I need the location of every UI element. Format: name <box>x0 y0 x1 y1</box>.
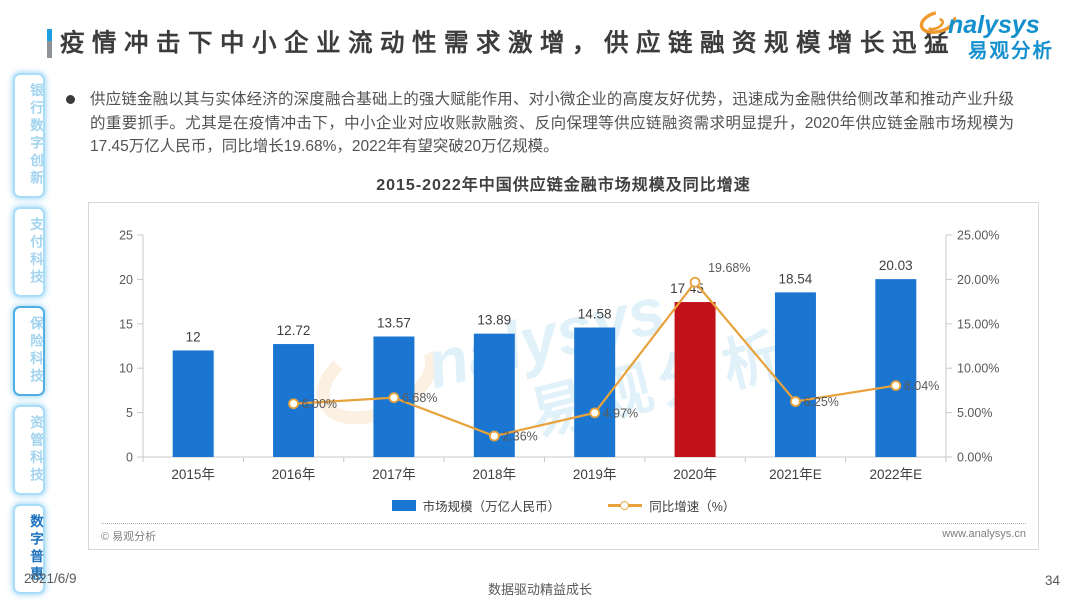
line-marker-2019年 <box>589 407 601 419</box>
bar-2015年 <box>172 350 214 457</box>
line-point-label: 2.36% <box>502 430 537 444</box>
line-marker-2021年E <box>790 396 801 407</box>
bar-value-label: 13.57 <box>377 315 411 330</box>
line-marker-2022年E <box>890 380 902 392</box>
x-axis-label: 2018年 <box>473 467 517 482</box>
left-axis-tick-label: 0 <box>126 451 133 465</box>
line-point-label: 19.68% <box>708 261 750 275</box>
line-point-label: 4.97% <box>603 406 638 420</box>
chart-container: nalysys 易观分析 25 20 15 10 5 0 25.00% 20.00% 15.00% 1… <box>88 202 1039 550</box>
line-point-label: 8.04% <box>904 379 939 393</box>
bar-value-label: 13.89 <box>477 313 511 328</box>
line-series-swatch <box>608 500 643 510</box>
right-axis-tick-label: 10.00% <box>957 362 999 376</box>
bar-value-label: 12.72 <box>277 323 311 338</box>
x-axis-label: 2017年 <box>372 467 416 482</box>
line-marker-2016年 <box>288 398 299 410</box>
right-axis-tick-label: 15.00% <box>957 317 999 331</box>
right-axis-tick-label: 0.00% <box>957 451 992 465</box>
chart-footer-row: © 易观分析 www.analysys.cn <box>101 523 1026 544</box>
right-axis-tick-label: 5.00% <box>957 406 992 420</box>
combo-chart: nalysys易观分析252015105025.00%20.00%15.00%1… <box>119 229 999 483</box>
left-axis-tick-label: 10 <box>119 362 133 376</box>
line-point-label: 6.68% <box>402 391 437 405</box>
bar-2022年E <box>875 279 917 457</box>
bar-2020年 <box>674 302 716 457</box>
x-axis-label: 2020年 <box>673 467 717 482</box>
key-finding-text: 供应链金融以其与实体经济的深度融合基础上的强大赋能作用、对小微企业的高度友好优势… <box>90 91 1014 155</box>
left-axis-tick-label: 25 <box>119 229 133 243</box>
logo-brand-en: nalysys <box>948 11 1040 39</box>
left-axis-tick-label: 15 <box>119 317 133 331</box>
line-marker-2018年 <box>488 430 500 442</box>
title-accent-bar <box>47 29 52 58</box>
analysys-logo-graphic: nalysys 易观分析 <box>919 10 1054 62</box>
sidebar-nav: 银行数字创新支付科技保险科技资管科技数字普惠 <box>6 73 52 603</box>
right-axis-tick-label: 20.00% <box>957 273 999 287</box>
left-axis-tick-label: 20 <box>119 273 133 287</box>
x-axis-label: 2019年 <box>573 467 617 482</box>
copyright-note: © 易观分析 <box>101 531 157 543</box>
legend-label-growth-rate: 同比增速（%） <box>649 500 736 514</box>
page-title: 疫情冲击下中小企业流动性需求激增，供应链融资规模增长迅猛 <box>60 30 956 57</box>
bar-value-label: 12 <box>186 329 201 344</box>
legend-item-growth-rate: 同比增速（%） <box>608 496 735 515</box>
line-point-label: 6.00% <box>302 397 337 411</box>
footer-page-number: 34 <box>1044 573 1060 588</box>
key-finding-block: 供应链金融以其与实体经济的深度融合基础上的强大赋能作用、对小微企业的高度友好优势… <box>66 88 1014 159</box>
line-marker-2020年 <box>689 276 701 288</box>
bar-value-label: 14.58 <box>578 307 612 322</box>
x-axis-label: 2021年E <box>769 467 822 482</box>
left-axis-tick-label: 5 <box>126 406 133 420</box>
legend-item-market-size: 市场规模（万亿人民币） <box>391 496 561 515</box>
legend-label-market-size: 市场规模（万亿人民币） <box>422 500 561 514</box>
x-axis-label: 2015年 <box>171 467 215 482</box>
chart-title: 2015-2022年中国供应链金融市场规模及同比增速 <box>376 177 751 194</box>
sidebar-tab-3[interactable]: 保险科技 <box>13 306 45 396</box>
sidebar-tab-5[interactable]: 数字普惠 <box>13 504 45 594</box>
x-axis-label: 2016年 <box>272 467 316 482</box>
marker-ring-icon <box>620 500 630 510</box>
website-link[interactable]: www.analysys.cn <box>942 528 1026 540</box>
bar-2019年 <box>574 327 616 457</box>
sidebar-tab-2[interactable]: 支付科技 <box>13 207 45 297</box>
footer-date: 2021/6/9 <box>24 571 77 586</box>
analysys-logo: nalysys 易观分析 <box>914 8 1070 66</box>
line-marker-2017年 <box>388 392 400 404</box>
sidebar-tab-1[interactable]: 银行数字创新 <box>13 73 45 198</box>
bar-value-label: 18.54 <box>779 271 813 286</box>
x-axis-label: 2022年E <box>870 467 923 482</box>
bar-value-label: 20.03 <box>879 258 913 273</box>
sidebar-tab-4[interactable]: 资管科技 <box>13 405 45 495</box>
chart-legend: 市场规模（万亿人民币） 同比增速（%） <box>89 496 1038 515</box>
footer-tagline: 数据驱动精益成长 <box>487 582 592 597</box>
logo-brand-cn: 易观分析 <box>968 39 1054 62</box>
bar-2021年E <box>774 292 816 457</box>
bar-series-swatch <box>391 500 416 511</box>
bullet-icon <box>66 95 75 104</box>
logo-swirl-inner-icon <box>926 17 944 31</box>
right-axis-tick-label: 25.00% <box>957 229 999 243</box>
line-point-label: 6.25% <box>803 395 838 409</box>
